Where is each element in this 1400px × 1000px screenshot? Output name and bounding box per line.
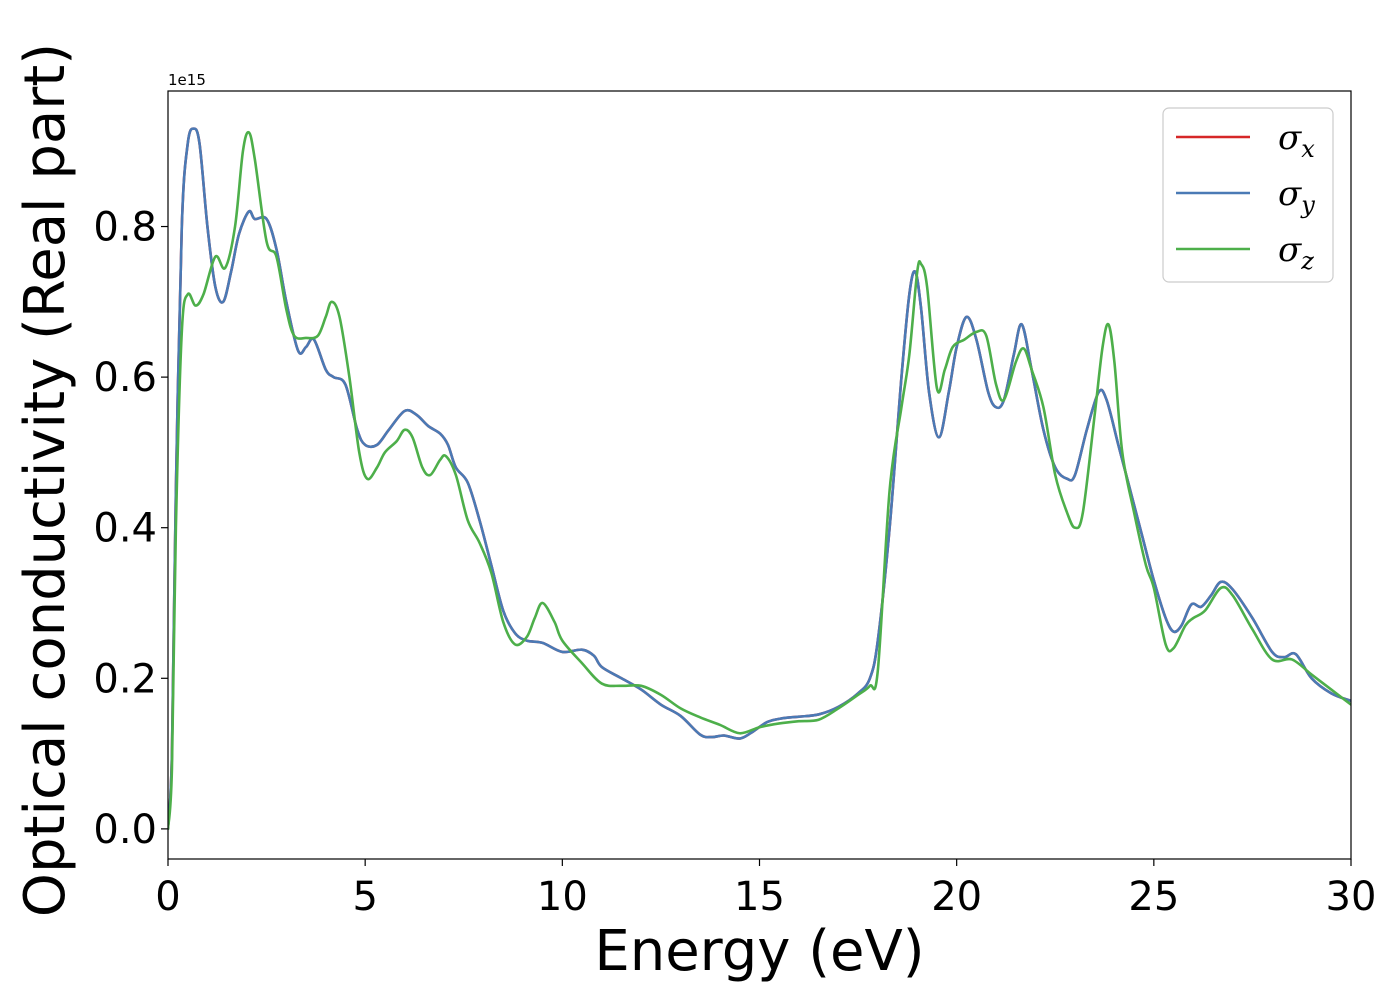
x-axis-title: Energy (eV) (594, 919, 924, 984)
x-tick-label: 20 (931, 874, 982, 920)
series-layer (168, 127, 1351, 831)
x-tick-label: 15 (734, 874, 785, 920)
x-tick-label: 10 (537, 874, 588, 920)
y-axis-title: Optical conductivity (Real part) (13, 43, 78, 917)
legend: σx σy σz (1162, 107, 1334, 283)
y-tick-label: 0.4 (93, 506, 157, 552)
legend-label-sigma-y: σy (1278, 174, 1315, 219)
legend-box (1162, 107, 1334, 283)
y-tick-label: 0.0 (93, 807, 157, 853)
x-tick-label: 5 (352, 874, 377, 920)
y-axis: 0.0 0.2 0.4 0.6 0.8 (93, 205, 168, 853)
series-line-sigma-z (168, 130, 1351, 831)
legend-label-sigma-x: σx (1278, 118, 1315, 163)
y-tick-label: 0.2 (93, 656, 157, 702)
y-tick-label: 0.8 (93, 205, 157, 251)
x-tick-label: 0 (155, 874, 180, 920)
x-axis: 0 5 10 15 20 25 30 (155, 859, 1376, 920)
y-offset-label: 1e15 (168, 71, 206, 89)
plot-area (167, 90, 1352, 860)
legend-label-sigma-z: σz (1278, 230, 1314, 275)
x-tick-label: 30 (1326, 874, 1377, 920)
y-tick-label: 0.6 (93, 355, 157, 401)
x-tick-label: 25 (1128, 874, 1179, 920)
